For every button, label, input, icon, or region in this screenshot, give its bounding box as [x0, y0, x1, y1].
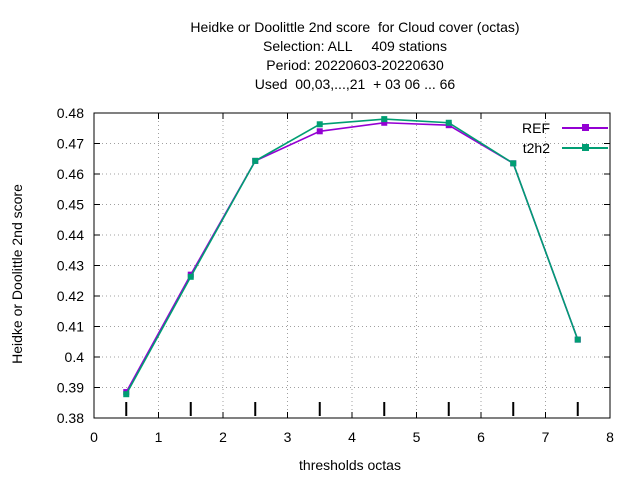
chart-title-line-1: Heidke or Doolittle 2nd score for Cloud …	[190, 19, 520, 35]
y-tick-label: 0.39	[57, 380, 84, 396]
x-tick-label: 2	[219, 429, 227, 445]
y-tick-label: 0.48	[57, 105, 84, 121]
legend-label-t2h2: t2h2	[522, 140, 550, 156]
legend: REF t2h2	[522, 118, 608, 158]
x-tick-label: 8	[606, 429, 614, 445]
y-axis-label: Heidke or Doolittle 2nd score	[9, 184, 25, 364]
chart-title-line-3: Period: 20220603-20220630	[266, 57, 444, 73]
y-tick-label: 0.44	[57, 227, 84, 243]
data-point-t2h2	[574, 336, 581, 343]
y-tick-label: 0.38	[57, 410, 84, 426]
legend-entry-t2h2: t2h2	[522, 138, 608, 158]
x-tick-label: 5	[413, 429, 421, 445]
y-tick-label: 0.42	[57, 288, 84, 304]
y-tick-label: 0.43	[57, 258, 84, 274]
x-tick-label: 0	[90, 429, 98, 445]
data-point-t2h2	[187, 273, 194, 280]
chart-title-line-4: Used 00,03,...,21 + 03 06 ... 66	[254, 76, 456, 92]
data-point-t2h2	[252, 157, 259, 164]
data-point-t2h2	[445, 119, 452, 126]
y-tick-label: 0.46	[57, 166, 84, 182]
y-tick-label: 0.41	[57, 319, 84, 335]
data-point-t2h2	[510, 160, 517, 167]
y-tick-label: 0.47	[57, 136, 84, 152]
x-tick-label: 7	[542, 429, 550, 445]
data-point-t2h2	[123, 391, 130, 398]
data-point-t2h2	[316, 121, 323, 128]
data-point-ref	[316, 128, 323, 135]
x-axis-label: thresholds octas	[299, 457, 401, 473]
x-tick-label: 4	[348, 429, 356, 445]
legend-label-ref: REF	[522, 120, 550, 136]
x-tick-label: 6	[477, 429, 485, 445]
legend-swatch-t2h2	[562, 142, 608, 154]
chart-title-line-2: Selection: ALL 409 stations	[263, 38, 447, 54]
x-tick-label: 3	[284, 429, 292, 445]
series-line-t2h2	[125, 118, 579, 395]
legend-swatch-ref	[562, 122, 608, 134]
y-tick-label: 0.45	[57, 197, 84, 213]
data-point-ref	[381, 119, 388, 126]
legend-entry-ref: REF	[522, 118, 608, 138]
y-tick-label: 0.4	[65, 349, 85, 365]
x-tick-label: 1	[155, 429, 163, 445]
data-point-t2h2	[381, 116, 388, 123]
